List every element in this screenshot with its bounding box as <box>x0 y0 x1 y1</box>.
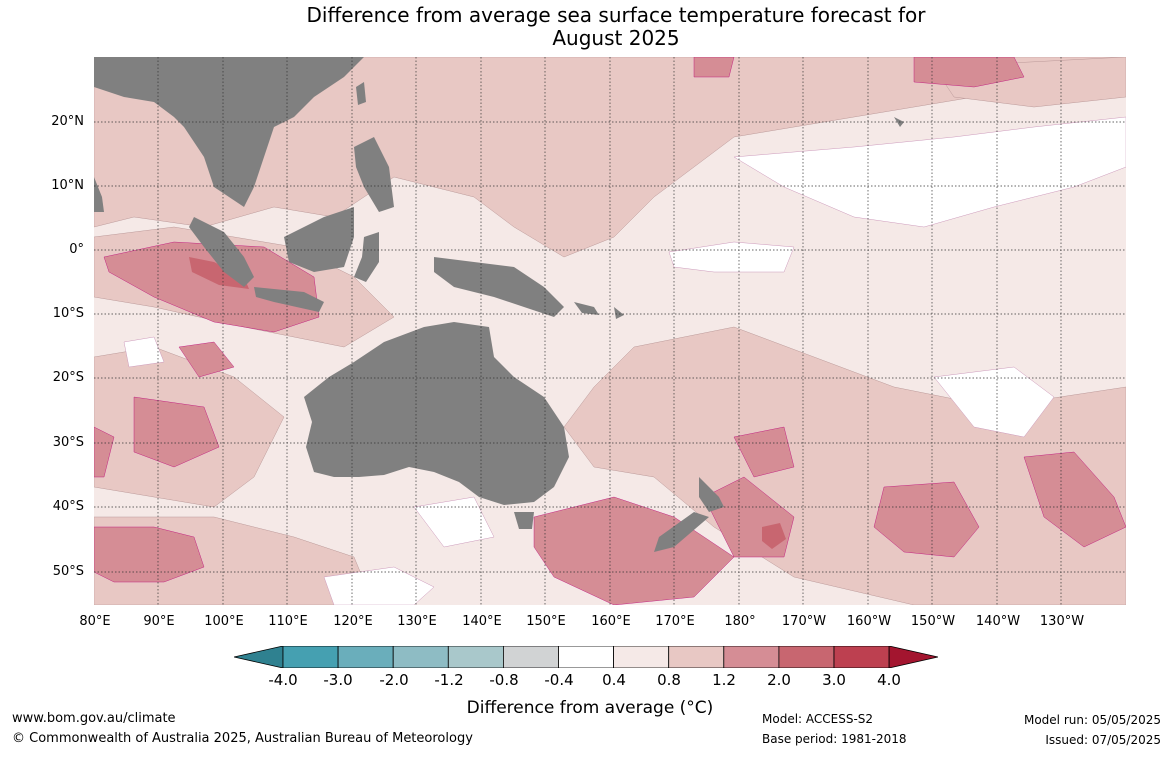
map-title-line1: Difference from average sea surface temp… <box>306 3 926 27</box>
lon-label: 110°E <box>268 614 308 629</box>
lat-label: 0° <box>69 242 84 257</box>
lat-label: 10°N <box>51 178 84 193</box>
lon-label: 170°W <box>781 614 827 629</box>
colorbar-tick: -0.4 <box>544 671 574 689</box>
colorbar-tick: 0.4 <box>602 671 626 689</box>
colorbar-extend-high <box>888 646 938 668</box>
anomaly-2.0-3.0-regions <box>189 257 786 549</box>
colorbar-tick: -3.0 <box>323 671 353 689</box>
colorbar-segment <box>558 646 614 668</box>
website-link[interactable]: www.bom.gov.au/climate <box>12 711 176 726</box>
lon-label: 130°W <box>1039 614 1085 629</box>
lon-label: 80°E <box>79 614 111 629</box>
colorbar-tick: -2.0 <box>379 671 409 689</box>
lon-label: 140°W <box>975 614 1021 629</box>
map-title: Difference from average sea surface temp… <box>0 4 1173 50</box>
lon-label: 170°E <box>655 614 695 629</box>
lon-label: 150°E <box>526 614 566 629</box>
lon-label: 90°E <box>143 614 175 629</box>
colorbar-title: Difference from average (°C) <box>466 698 714 718</box>
lon-label: 100°E <box>204 614 244 629</box>
colorbar-tick: 1.2 <box>712 671 736 689</box>
map-title-line2: August 2025 <box>552 26 680 50</box>
lat-label: 20°S <box>52 370 84 385</box>
lon-label: 130°E <box>397 614 437 629</box>
map-canvas <box>94 57 1126 605</box>
colorbar-tick: 3.0 <box>822 671 846 689</box>
model-text: Model: ACCESS-S2 <box>762 712 874 726</box>
anomaly-near-zero-regions <box>123 116 1126 605</box>
colorbar-tick: 4.0 <box>877 671 901 689</box>
lat-label: 20°N <box>51 114 84 129</box>
base-period-text: Base period: 1981-2018 <box>762 732 907 746</box>
lat-label: 10°S <box>52 306 84 321</box>
issued-text: Issued: 07/05/2025 <box>1045 733 1161 747</box>
lon-label: 140°E <box>462 614 502 629</box>
colorbar-segment <box>447 646 504 668</box>
lat-label: 50°S <box>52 564 84 579</box>
colorbar-segments <box>234 646 938 668</box>
colorbar-tick: 2.0 <box>767 671 791 689</box>
lon-label: 160°E <box>591 614 631 629</box>
colorbar-segment <box>723 646 780 668</box>
colorbar-segment <box>337 646 394 668</box>
lon-label: 180° <box>724 614 756 629</box>
colorbar-segment <box>833 646 890 668</box>
lat-label: 40°S <box>52 499 84 514</box>
model-run-text: Model run: 05/05/2025 <box>1023 713 1161 727</box>
lon-label: 150°W <box>910 614 956 629</box>
colorbar-tick: 0.8 <box>657 671 681 689</box>
colorbar-segment <box>282 646 339 668</box>
colorbar-tick: -0.8 <box>489 671 519 689</box>
colorbar-extend-low <box>234 646 284 668</box>
colorbar-segment <box>613 646 670 668</box>
colorbar-segment <box>778 646 835 668</box>
graticule <box>94 57 1126 605</box>
colorbar <box>234 646 938 668</box>
lat-label: 30°S <box>52 435 84 450</box>
lon-label: 120°E <box>333 614 373 629</box>
colorbar-tick: -1.2 <box>434 671 464 689</box>
copyright-text: © Commonwealth of Australia 2025, Austra… <box>12 731 473 746</box>
colorbar-segment <box>668 646 725 668</box>
colorbar-segment <box>392 646 449 668</box>
lon-label: 160°W <box>846 614 892 629</box>
land-masses <box>94 57 904 552</box>
colorbar-segment <box>502 646 559 668</box>
colorbar-tick: -4.0 <box>268 671 298 689</box>
sst-anomaly-map <box>94 57 1126 605</box>
